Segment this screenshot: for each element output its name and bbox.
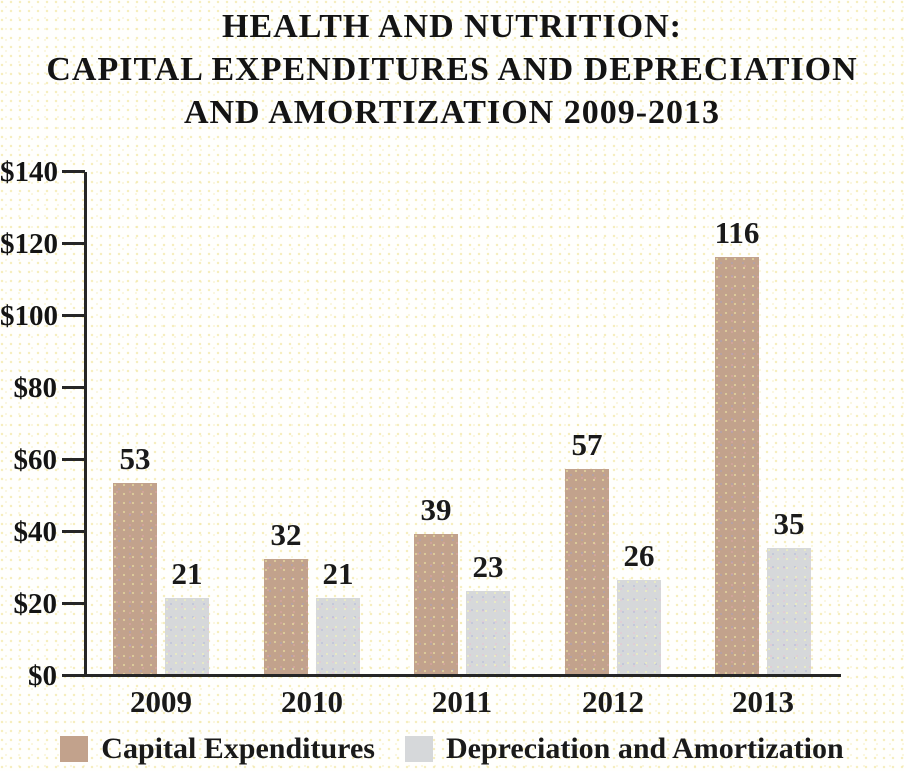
bar-value-label: 21: [322, 556, 354, 591]
chart-title-line-1: HEALTH AND NUTRITION:: [222, 8, 682, 45]
legend-label: Capital Expenditures: [101, 732, 375, 765]
bar-capital-expenditures-2010: [264, 559, 308, 674]
bar-depreciation-amortization-2011: [466, 591, 510, 674]
chart-title: HEALTH AND NUTRITION: CAPITAL EXPENDITUR…: [0, 5, 904, 134]
x-axis-category-label: 2010: [281, 684, 343, 719]
y-axis-tick: [62, 674, 85, 677]
bar-depreciation-amortization-2013: [767, 548, 811, 674]
bar-value-label: 116: [714, 215, 760, 250]
legend-item-depreciation-amortization: Depreciation and Amortization: [404, 732, 844, 766]
bar-value-label: 32: [270, 517, 302, 552]
y-axis-tick-label: $120: [0, 228, 58, 260]
bar-value-label: 39: [420, 492, 452, 527]
legend-item-capital-expenditures: Capital Expenditures: [60, 732, 375, 766]
y-axis-tick-label: $40: [13, 516, 58, 548]
bar-depreciation-amortization-2012: [617, 580, 661, 674]
bar-value-label: 21: [171, 556, 203, 591]
y-axis-tick-label: $80: [13, 372, 58, 404]
y-axis-tick-label: $0: [28, 660, 57, 692]
y-axis-tick: [62, 170, 85, 173]
y-axis-tick-label: $60: [13, 444, 58, 476]
y-axis-line: [84, 172, 87, 677]
y-axis-tick: [62, 386, 85, 389]
bar-capital-expenditures-2013: [715, 257, 759, 674]
legend-swatch-icon: [404, 736, 433, 762]
bar-value-label: 57: [571, 427, 603, 462]
legend: Capital Expenditures Depreciation and Amo…: [0, 731, 904, 767]
bar-value-label: 53: [119, 441, 151, 476]
bar-capital-expenditures-2009: [113, 483, 157, 674]
chart-title-line-3: AND AMORTIZATION 2009-2013: [183, 94, 721, 131]
y-axis-tick: [62, 458, 85, 461]
legend-swatch-icon: [60, 736, 89, 762]
x-axis-category-label: 2012: [582, 684, 644, 719]
x-axis-category-label: 2009: [130, 684, 192, 719]
bar-capital-expenditures-2011: [414, 534, 458, 674]
y-axis-tick-label: $140: [0, 156, 58, 188]
y-axis-tick: [62, 530, 85, 533]
x-axis-category-label: 2011: [431, 684, 493, 719]
bar-value-label: 23: [472, 549, 504, 584]
bar-value-label: 35: [773, 506, 805, 541]
y-axis-tick: [62, 602, 85, 605]
y-axis-tick-label: $20: [13, 588, 58, 620]
bar-depreciation-amortization-2010: [316, 598, 360, 674]
legend-label: Depreciation and Amortization: [445, 732, 844, 765]
x-axis-category-label: 2013: [732, 684, 794, 719]
y-axis-tick: [62, 314, 85, 317]
y-axis-tick-label: $100: [0, 300, 58, 332]
bar-value-label: 26: [623, 538, 655, 573]
chart-title-line-2: CAPITAL EXPENDITURES AND DEPRECIATION: [46, 51, 858, 88]
bar-capital-expenditures-2012: [565, 469, 609, 674]
y-axis-tick: [62, 242, 85, 245]
bar-depreciation-amortization-2009: [165, 598, 209, 674]
x-axis-line: [67, 674, 841, 677]
